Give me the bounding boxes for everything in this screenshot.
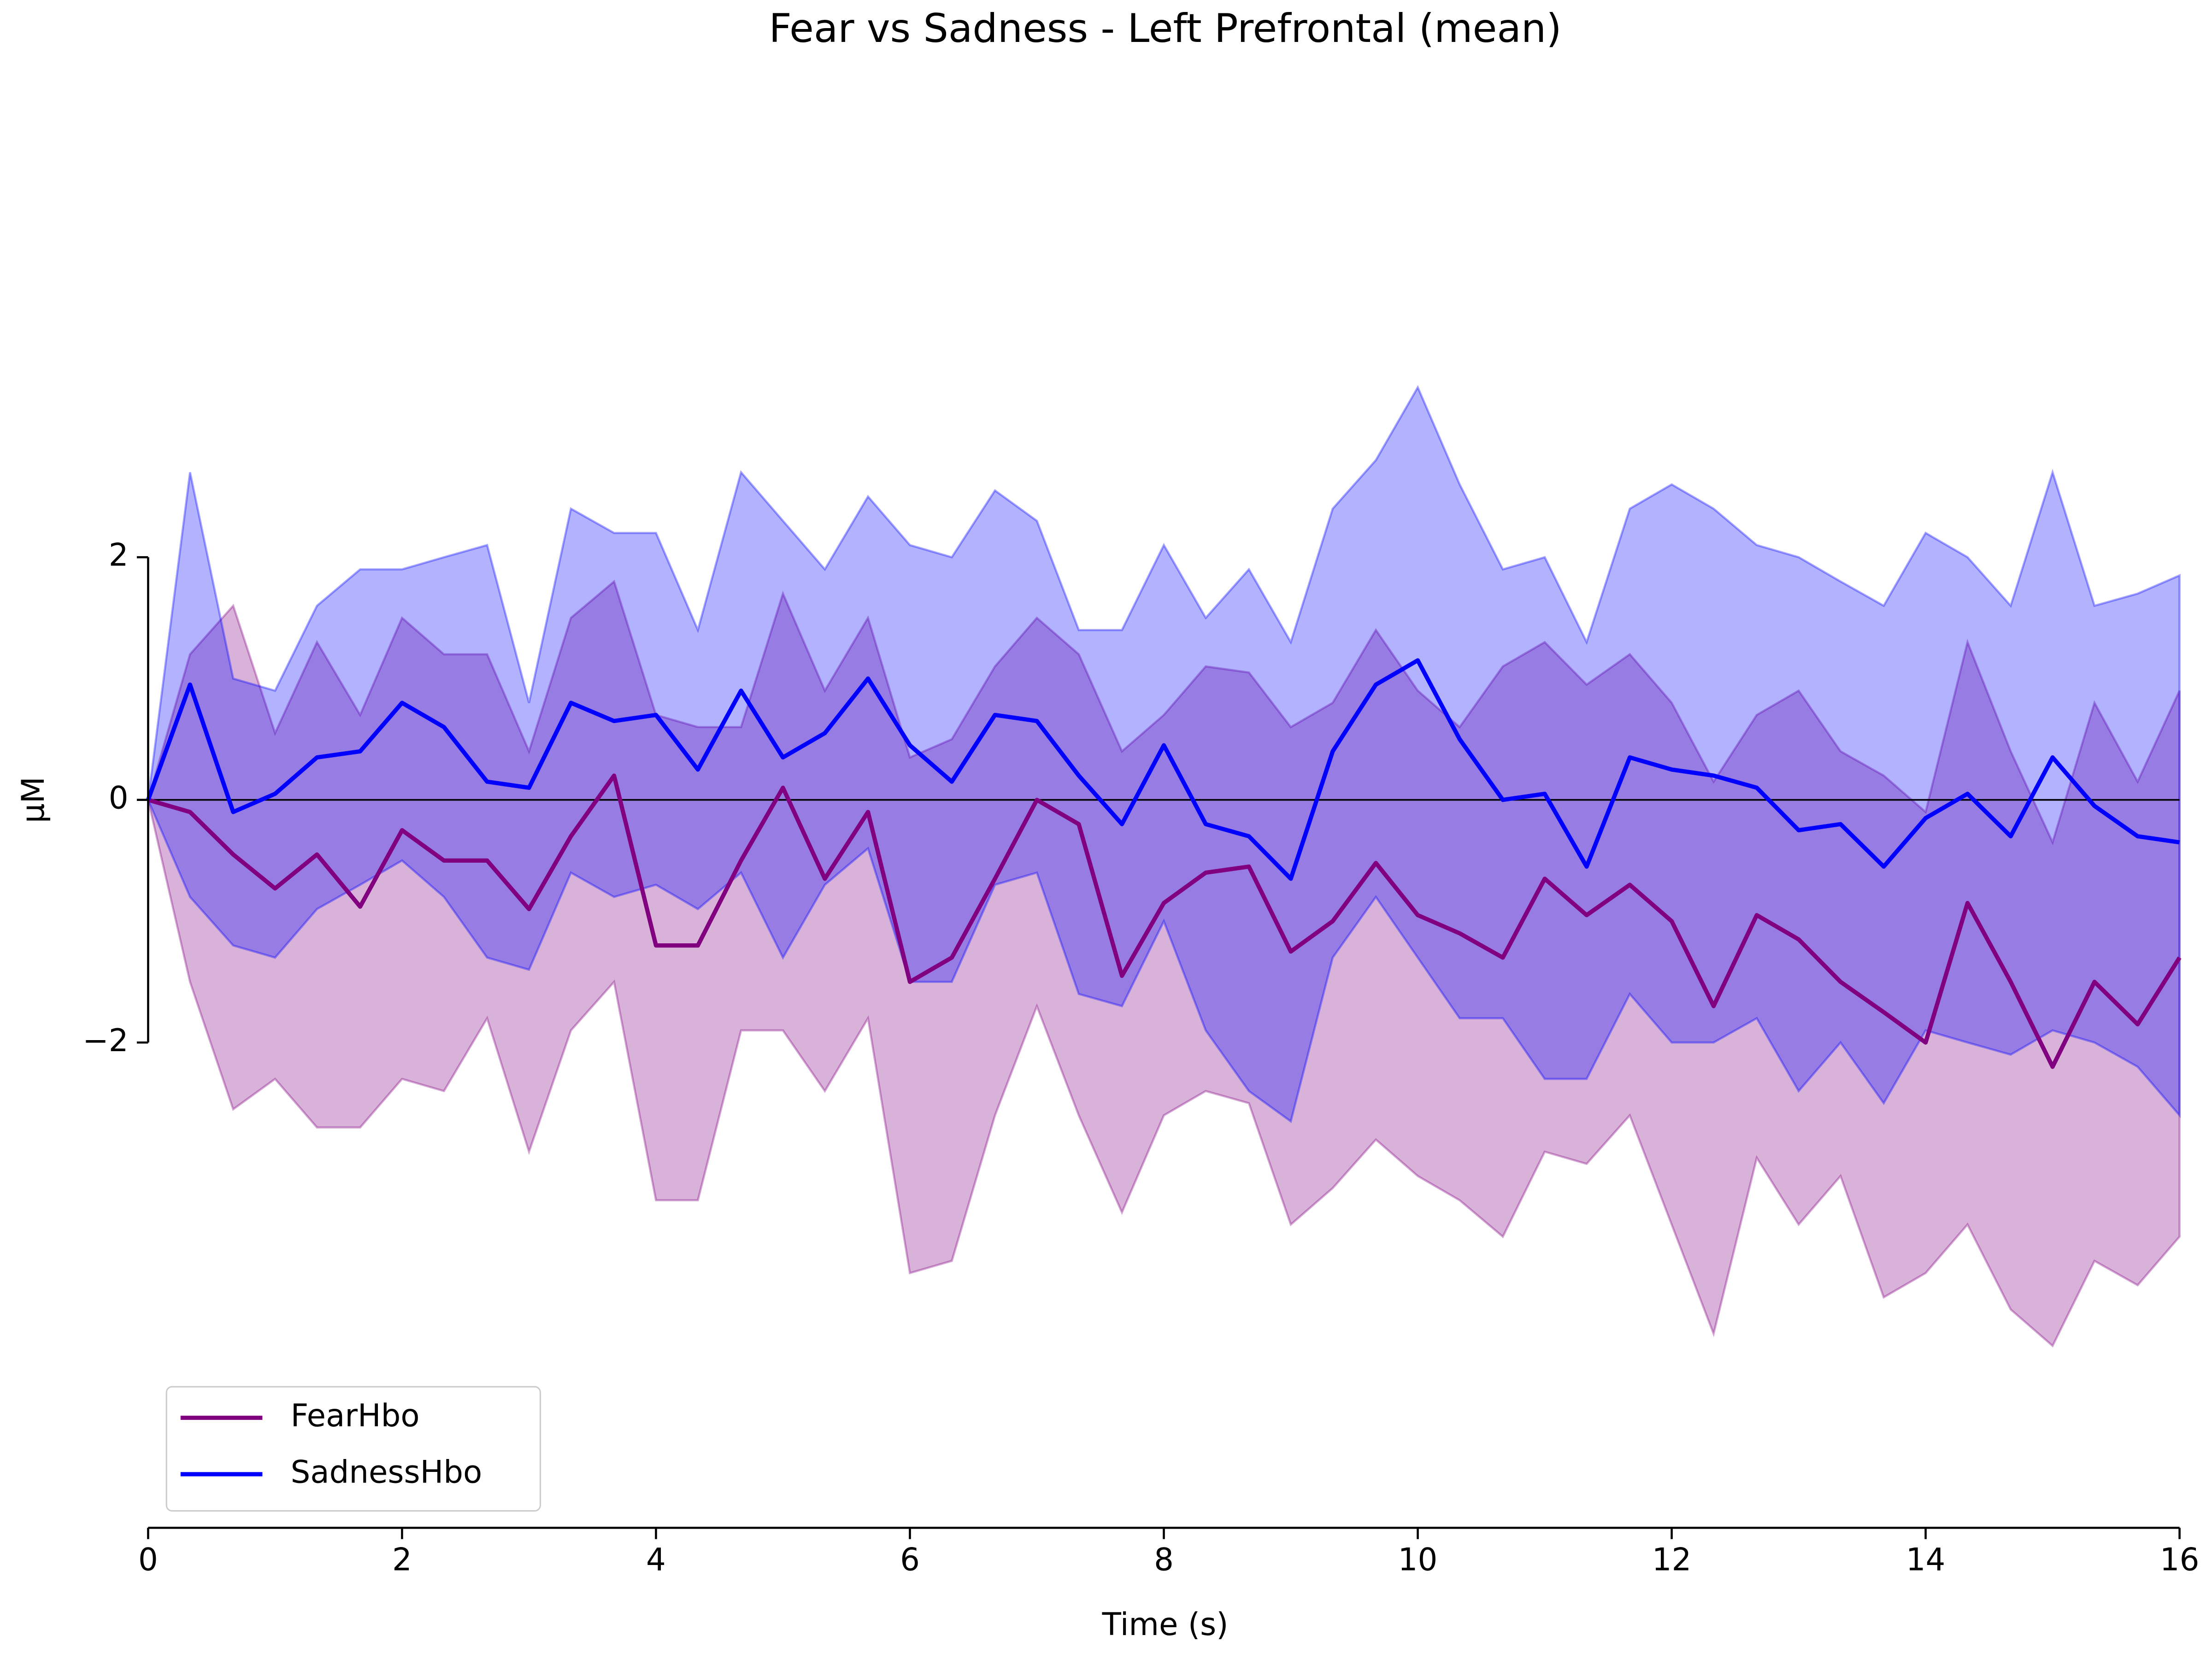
y-tick-label: −2 xyxy=(82,1022,128,1059)
x-tick-label: 8 xyxy=(1154,1541,1174,1577)
x-tick-label: 0 xyxy=(138,1541,158,1577)
y-tick-label: 0 xyxy=(109,779,129,816)
x-tick-label: 4 xyxy=(646,1541,666,1577)
legend: FearHbo SadnessHbo xyxy=(165,1386,541,1512)
mean-line xyxy=(146,658,2180,881)
x-tick-label: 16 xyxy=(2160,1541,2200,1577)
confidence-band xyxy=(147,385,2181,1124)
x-tick-label: 6 xyxy=(900,1541,920,1577)
confidence-band xyxy=(147,579,2181,1348)
mean-line xyxy=(147,773,2182,1069)
y-axis-label: μM xyxy=(15,777,51,823)
x-tick-label: 12 xyxy=(1652,1541,1692,1577)
chart-title: Fear vs Sadness - Left Prefrontal (mean) xyxy=(769,6,1562,52)
legend-label: SadnessHbo xyxy=(291,1454,482,1490)
y-tick-label: 2 xyxy=(109,537,129,573)
x-axis-label: Time (s) xyxy=(1102,1606,1229,1642)
x-tick-label: 10 xyxy=(1398,1541,1438,1577)
legend-label: FearHbo xyxy=(291,1397,420,1434)
x-tick-label: 14 xyxy=(1906,1541,1946,1577)
x-tick-label: 2 xyxy=(392,1541,412,1577)
